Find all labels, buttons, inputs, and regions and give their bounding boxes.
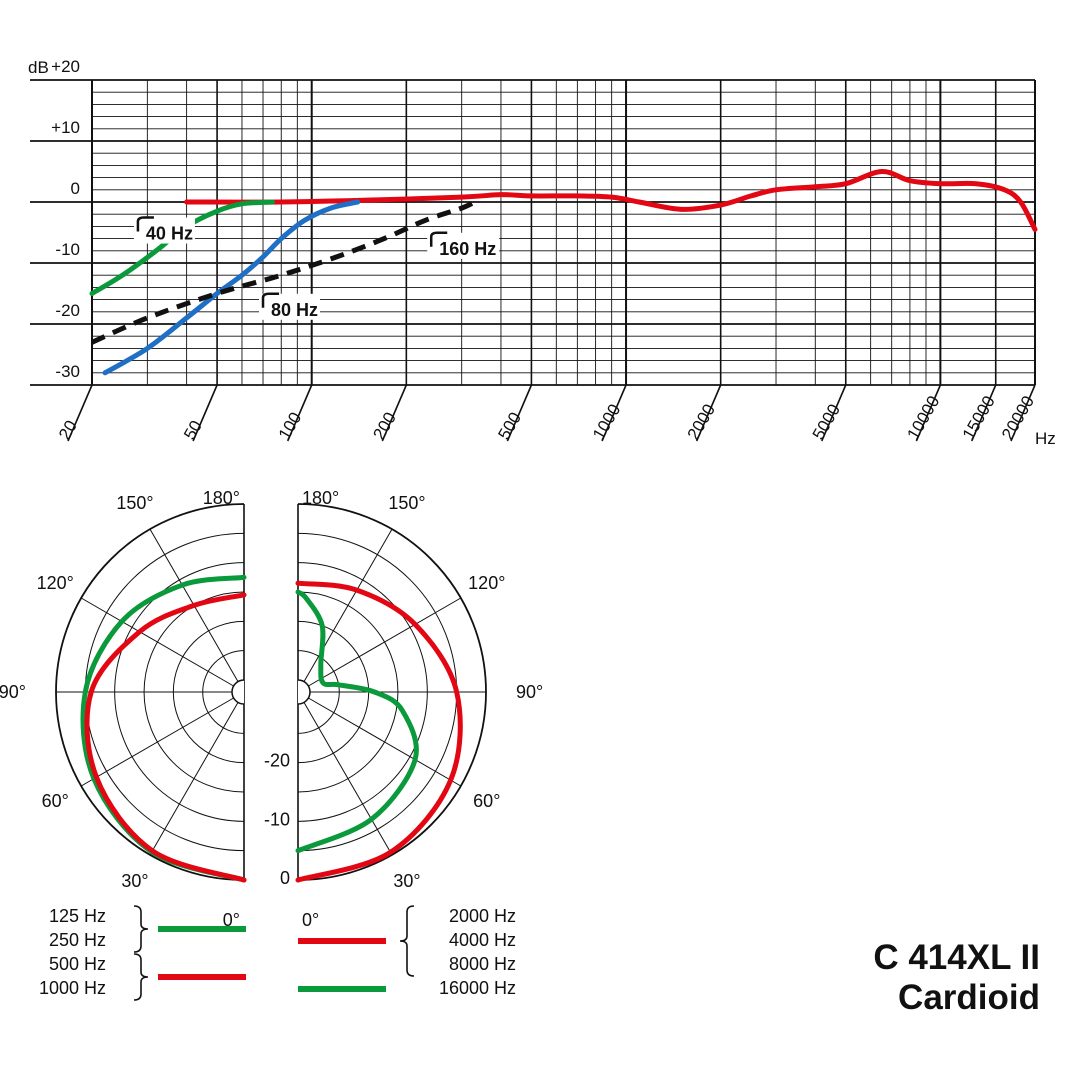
annotation-box — [133, 217, 195, 244]
x-tick-mark — [915, 384, 942, 442]
frequency-annotations: 40 Hz 80 Hz 160 Hz — [133, 216, 500, 320]
y-tick-label: -20 — [55, 301, 80, 320]
x-tick-mark — [695, 384, 722, 442]
x-tick-mark — [1010, 384, 1036, 442]
annotation-box — [259, 293, 321, 320]
x-tick-label: 200 — [369, 409, 400, 443]
x-tick-label: 10000 — [903, 393, 943, 443]
model-name: C 414XL II — [873, 938, 1040, 977]
polar-pattern-chart: 180° 180° 150° 150° 120° 120° 90° 90° 60° 60° 30° 3… — [0, 488, 543, 930]
polar-center-right — [297, 679, 311, 705]
polar-spoke — [303, 702, 393, 856]
polar-spoke — [308, 597, 462, 687]
x-tick-mark — [970, 384, 997, 442]
y-tick-label: 0 — [71, 179, 80, 198]
polar-angle-label: 150° — [116, 493, 153, 513]
frequency-axis-labels: dB Hz — [28, 58, 1056, 448]
x-tick-label: 100 — [275, 409, 306, 443]
series-line-3 — [90, 199, 476, 345]
legend-brace — [399, 905, 415, 977]
frequency-series — [89, 169, 1038, 376]
legend-label: 8000 Hz — [449, 954, 516, 974]
legend-label: 2000 Hz — [449, 906, 516, 926]
x-tick-mark — [286, 384, 313, 442]
polar-radius-label: -20 — [264, 751, 290, 771]
polar-series-line-1 — [84, 592, 247, 883]
series-line-1 — [89, 199, 275, 296]
polar-radius-label: -10 — [264, 809, 290, 829]
series-line-0 — [184, 169, 1038, 232]
polar-angle-label: 120° — [468, 573, 505, 593]
y-tick-label: -10 — [55, 240, 80, 259]
x-tick-mark — [192, 384, 218, 442]
polar-angle-label: 0° — [223, 910, 240, 930]
polar-angle-label: 90° — [516, 682, 543, 702]
annotation-filter-symbol — [261, 292, 280, 308]
x-tick-label: 15000 — [959, 393, 999, 443]
annotation-filter-symbol — [136, 216, 154, 232]
x-tick-mark — [601, 384, 627, 442]
polar-angle-label: 60° — [473, 791, 500, 811]
x-tick-mark — [506, 384, 533, 442]
legend-label: 16000 Hz — [439, 978, 516, 998]
polar-spoke — [80, 697, 234, 787]
x-tick-label: 20000 — [998, 393, 1038, 443]
polar-angle-label: 30° — [121, 871, 148, 891]
y-tick-label: -30 — [55, 362, 80, 381]
polar-angle-label: 0° — [302, 910, 319, 930]
legend-brace — [133, 905, 149, 953]
polar-series-line-0 — [80, 574, 247, 883]
x-tick-mark — [381, 384, 408, 442]
polar-angle-label: 180° — [203, 488, 240, 508]
polar-spoke — [303, 528, 393, 682]
x-tick-label: 5000 — [809, 401, 844, 443]
annotation-filter-symbol — [429, 231, 448, 247]
annotation-box — [427, 232, 500, 259]
polar-angle-label: 150° — [388, 493, 425, 513]
model-title: C 414XL II Cardioid — [873, 938, 1040, 1018]
polar-spoke — [80, 597, 234, 687]
legend-label: 1000 Hz — [39, 978, 106, 998]
annotation-label-0: 40 Hz — [146, 224, 193, 244]
y-tick-label: +10 — [51, 118, 80, 137]
x-tick-label: 500 — [494, 409, 525, 443]
polar-grid — [55, 494, 487, 890]
y-axis-label: dB — [28, 58, 49, 77]
series-line-2 — [102, 199, 361, 376]
legend-label: 250 Hz — [49, 930, 106, 950]
x-tick-label: 1000 — [589, 401, 624, 443]
legend-label: 125 Hz — [49, 906, 106, 926]
polar-angle-label: 30° — [393, 871, 420, 891]
polar-center-left — [231, 679, 245, 705]
y-tick-label: +20 — [51, 57, 80, 76]
x-tick-mark — [821, 384, 847, 442]
polar-spoke — [149, 702, 239, 856]
x-tick-label: 2000 — [684, 401, 719, 443]
polar-angle-label: 120° — [37, 573, 74, 593]
pattern-name: Cardioid — [898, 978, 1040, 1017]
polar-series-line-2 — [295, 580, 463, 883]
polar-series-line-3 — [295, 589, 419, 854]
polar-center-gap — [246, 494, 296, 890]
legend: 125 Hz 250 Hz 500 Hz 1000 Hz 2000 Hz 4000 Hz 8… — [39, 905, 516, 1001]
legend-brace — [133, 953, 149, 1001]
polar-labels: 180° 180° 150° 150° 120° 120° 90° 90° 60° 60° 30° 3… — [0, 488, 543, 930]
x-tick-mark — [67, 384, 93, 442]
annotation-label-2: 160 Hz — [439, 239, 496, 259]
polar-angle-label: 90° — [0, 682, 26, 702]
polar-angle-label: 60° — [42, 791, 69, 811]
polar-angle-label: 180° — [302, 488, 339, 508]
annotation-label-1: 80 Hz — [271, 300, 318, 320]
legend-label: 500 Hz — [49, 954, 106, 974]
polar-radius-label: 0 — [280, 868, 290, 888]
legend-label: 4000 Hz — [449, 930, 516, 950]
polar-spoke — [308, 697, 462, 787]
polar-series — [80, 574, 463, 883]
x-axis-unit: Hz — [1035, 429, 1056, 448]
